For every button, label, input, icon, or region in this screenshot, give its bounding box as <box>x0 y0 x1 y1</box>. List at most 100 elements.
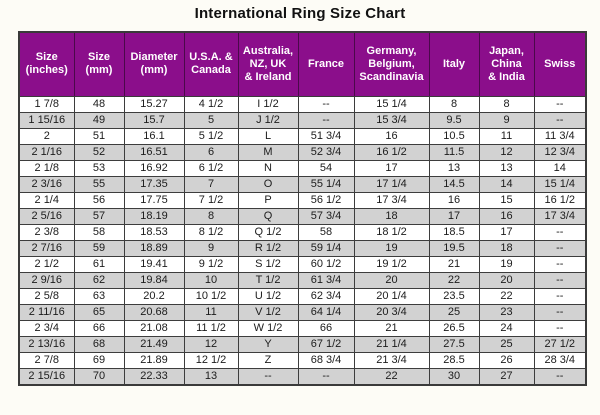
cell: 18.19 <box>123 207 185 225</box>
cell: 12 1/2 <box>183 351 239 369</box>
cell: 17.75 <box>123 191 185 209</box>
cell: 1 7/8 <box>18 95 75 113</box>
cell: 5 1/2 <box>183 127 239 145</box>
cell: 21.89 <box>123 351 185 369</box>
cell: 61 <box>73 255 125 273</box>
cell: 24 <box>478 319 535 337</box>
column-header: Australia, NZ, UK & Ireland <box>237 31 299 97</box>
cell: -- <box>237 367 299 385</box>
cell: 9 1/2 <box>183 255 239 273</box>
cell: 9 <box>183 239 239 257</box>
cell: 26 <box>478 351 535 369</box>
cell: -- <box>533 303 587 321</box>
cell: 21.49 <box>123 335 185 353</box>
cell: 16.92 <box>123 159 185 177</box>
ring-size-table: Size (inches) Size (mm) Diameter (mm) U.S.A… <box>18 31 587 386</box>
cell: 70 <box>73 367 125 385</box>
cell: 17 <box>478 223 535 241</box>
table-row: 2 1/16 52 16.51 6 M 52 3/4 16 1/2 11.5 12 12 3/4 <box>18 143 587 161</box>
cell: -- <box>533 271 587 289</box>
cell: -- <box>533 367 587 385</box>
cell: 52 <box>73 143 125 161</box>
cell: 12 3/4 <box>533 143 587 161</box>
cell: 6 1/2 <box>183 159 239 177</box>
cell: T 1/2 <box>237 271 299 289</box>
cell: Q 1/2 <box>237 223 299 241</box>
cell: 64 1/4 <box>297 303 355 321</box>
cell: 18 1/2 <box>353 223 430 241</box>
column-header: Size (mm) <box>73 31 125 97</box>
cell: 7 1/2 <box>183 191 239 209</box>
cell: U 1/2 <box>237 287 299 305</box>
table-row: 2 9/16 62 19.84 10 T 1/2 61 3/4 20 22 20 -- <box>18 271 587 289</box>
cell: 62 <box>73 271 125 289</box>
table-header: Size (inches) Size (mm) Diameter (mm) U.S.A… <box>18 31 587 97</box>
cell: 22 <box>478 287 535 305</box>
cell: -- <box>533 111 587 129</box>
cell: 2 <box>18 127 75 145</box>
cell: 55 1/4 <box>297 175 355 193</box>
cell: 9.5 <box>428 111 480 129</box>
column-header: Japan, China & India <box>478 31 535 97</box>
cell: 2 1/4 <box>18 191 75 209</box>
cell: 15 <box>478 191 535 209</box>
page-title: International Ring Size Chart <box>194 5 406 22</box>
cell: 2 7/8 <box>18 351 75 369</box>
cell: 53 <box>73 159 125 177</box>
cell: -- <box>533 319 587 337</box>
cell: 68 3/4 <box>297 351 355 369</box>
table-row: 2 1/2 61 19.41 9 1/2 S 1/2 60 1/2 19 1/2 21 19 -- <box>18 255 587 273</box>
cell: 2 5/16 <box>18 207 75 225</box>
cell: 15.7 <box>123 111 185 129</box>
cell: 56 1/2 <box>297 191 355 209</box>
cell: 2 3/16 <box>18 175 75 193</box>
column-header: U.S.A. & Canada <box>183 31 239 97</box>
cell: 19 1/2 <box>353 255 430 273</box>
column-header: Swiss <box>533 31 587 97</box>
cell: 14 <box>533 159 587 177</box>
cell: 25 <box>428 303 480 321</box>
cell: 20 <box>478 271 535 289</box>
cell: 2 3/4 <box>18 319 75 337</box>
cell: R 1/2 <box>237 239 299 257</box>
cell: -- <box>533 239 587 257</box>
cell: 2 9/16 <box>18 271 75 289</box>
table-row: 2 5/16 57 18.19 8 Q 57 3/4 18 17 16 17 3/4 <box>18 207 587 225</box>
cell: 8 <box>428 95 480 113</box>
cell: S 1/2 <box>237 255 299 273</box>
cell: 60 1/2 <box>297 255 355 273</box>
cell: 23.5 <box>428 287 480 305</box>
cell: 22 <box>353 367 430 385</box>
table-row: 2 3/4 66 21.08 11 1/2 W 1/2 66 21 26.5 24 -- <box>18 319 587 337</box>
cell: 20 <box>353 271 430 289</box>
cell: 2 13/16 <box>18 335 75 353</box>
cell: 27 1/2 <box>533 335 587 353</box>
cell: 10 1/2 <box>183 287 239 305</box>
cell: J 1/2 <box>237 111 299 129</box>
cell: Q <box>237 207 299 225</box>
cell: 10 <box>183 271 239 289</box>
cell: 21 3/4 <box>353 351 430 369</box>
cell: 9 <box>478 111 535 129</box>
cell: 67 1/2 <box>297 335 355 353</box>
cell: 19.84 <box>123 271 185 289</box>
cell: 17 <box>428 207 480 225</box>
cell: 62 3/4 <box>297 287 355 305</box>
cell: 18.53 <box>123 223 185 241</box>
table-body: 1 7/8 48 15.27 4 1/2 I 1/2 -- 15 1/4 8 8 -- 1 15/1… <box>18 95 587 385</box>
cell: 14.5 <box>428 175 480 193</box>
cell: 27 <box>478 367 535 385</box>
cell: 23 <box>478 303 535 321</box>
cell: 6 <box>183 143 239 161</box>
cell: 11 <box>183 303 239 321</box>
cell: 2 1/8 <box>18 159 75 177</box>
table-row: 2 3/8 58 18.53 8 1/2 Q 1/2 58 18 1/2 18.5 17 -- <box>18 223 587 241</box>
table-row: 2 11/16 65 20.68 11 V 1/2 64 1/4 20 3/4 25 23 -- <box>18 303 587 321</box>
cell: 20.2 <box>123 287 185 305</box>
cell: 17 3/4 <box>353 191 430 209</box>
cell: 19.5 <box>428 239 480 257</box>
cell: 15 3/4 <box>353 111 430 129</box>
cell: 11 <box>478 127 535 145</box>
cell: 7 <box>183 175 239 193</box>
table-row: 2 5/8 63 20.2 10 1/2 U 1/2 62 3/4 20 1/4 23.5 22… <box>18 287 587 305</box>
